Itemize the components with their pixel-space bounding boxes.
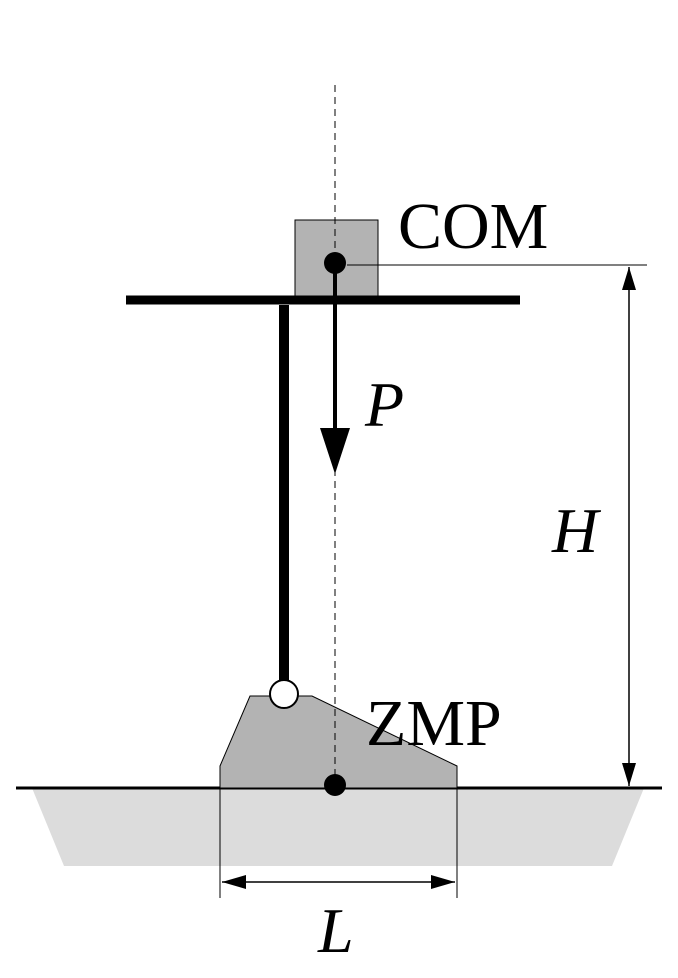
zmp-point [324, 774, 346, 796]
length-arrow-left [222, 875, 246, 889]
height-arrow-bottom [622, 763, 636, 786]
height-arrow-top [622, 267, 636, 290]
zmp-label: ZMP [366, 687, 502, 760]
com-label: COM [398, 190, 548, 263]
force-label: P [364, 369, 404, 440]
com-point [324, 252, 346, 274]
force-arrow-head [320, 428, 350, 474]
ground-block [32, 788, 644, 866]
length-label: L [317, 895, 354, 966]
length-arrow-right [431, 875, 455, 889]
ankle-joint [269, 679, 299, 709]
height-label: H [551, 495, 602, 566]
